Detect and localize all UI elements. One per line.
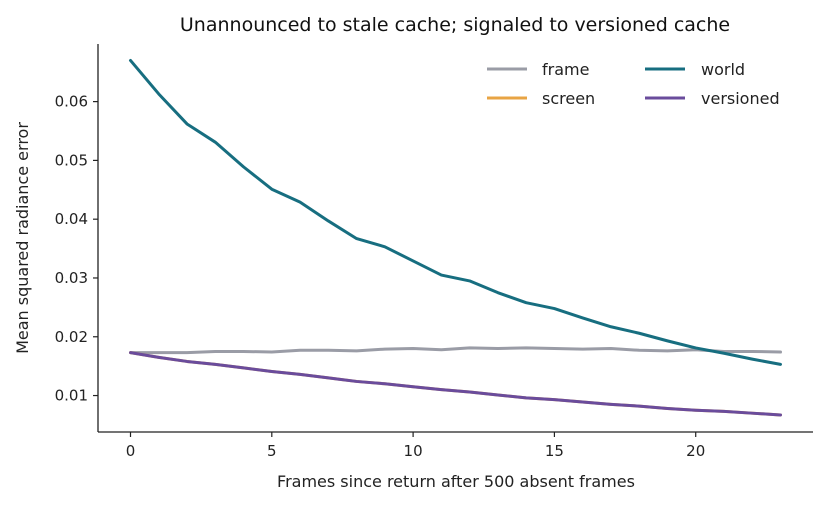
y-tick-label: 0.04 bbox=[55, 210, 88, 228]
x-axis-title: Frames since return after 500 absent fra… bbox=[277, 472, 635, 491]
x-tick-label: 15 bbox=[545, 442, 564, 460]
series-layer bbox=[129, 58, 782, 417]
y-tick-label: 0.03 bbox=[55, 269, 88, 287]
legend-label-world: world bbox=[701, 60, 745, 79]
legend-label-frame: frame bbox=[542, 60, 589, 79]
legend-label-versioned: versioned bbox=[701, 89, 780, 108]
axes: 0 5 10 15 20 0.01 0.02 0.03 0.04 0.05 0.06 bbox=[55, 44, 813, 460]
x-tick-label: 0 bbox=[126, 442, 136, 460]
x-tick-label: 5 bbox=[267, 442, 277, 460]
x-tick-label: 20 bbox=[686, 442, 705, 460]
y-axis-title: Mean squared radiance error bbox=[13, 122, 32, 354]
series-line-world bbox=[129, 58, 782, 366]
y-tick-label: 0.06 bbox=[55, 93, 88, 111]
legend: frame screen world versioned bbox=[487, 60, 780, 108]
y-tick-label: 0.01 bbox=[55, 387, 88, 405]
series-line-versioned bbox=[129, 351, 782, 417]
y-tick-label: 0.05 bbox=[55, 151, 88, 169]
x-tick-label: 10 bbox=[404, 442, 423, 460]
y-tick-label: 0.02 bbox=[55, 328, 88, 346]
legend-label-screen: screen bbox=[542, 89, 595, 108]
chart-title: Unannounced to stale cache; signaled to … bbox=[180, 14, 730, 36]
series-line-frame bbox=[129, 346, 782, 355]
series-line-screen bbox=[129, 351, 782, 417]
